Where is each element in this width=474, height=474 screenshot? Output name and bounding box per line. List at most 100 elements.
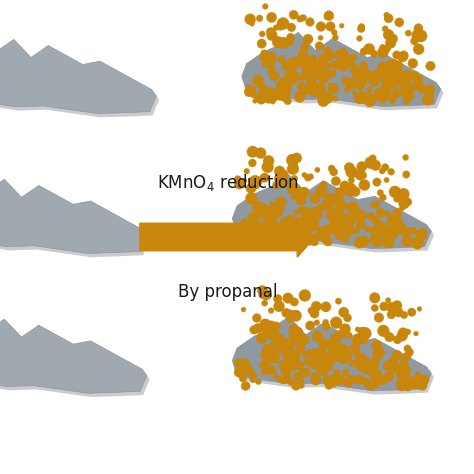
Circle shape (336, 202, 344, 210)
Circle shape (391, 227, 399, 235)
Circle shape (293, 210, 299, 215)
Circle shape (345, 183, 356, 194)
Circle shape (392, 301, 402, 310)
Circle shape (281, 237, 287, 243)
Circle shape (310, 349, 319, 359)
Circle shape (244, 87, 254, 97)
Circle shape (395, 222, 406, 234)
Circle shape (285, 79, 290, 83)
Circle shape (302, 231, 308, 236)
Circle shape (330, 70, 336, 76)
Circle shape (345, 225, 353, 234)
Circle shape (235, 228, 244, 237)
Circle shape (289, 71, 299, 81)
Circle shape (388, 168, 394, 175)
Circle shape (386, 69, 393, 76)
Circle shape (359, 78, 367, 85)
Circle shape (422, 98, 429, 104)
Circle shape (234, 175, 241, 183)
Circle shape (405, 85, 414, 95)
Circle shape (260, 361, 269, 370)
Circle shape (322, 235, 331, 244)
Circle shape (335, 50, 344, 58)
Circle shape (313, 234, 320, 241)
Circle shape (279, 360, 290, 371)
Circle shape (263, 3, 268, 9)
Circle shape (346, 213, 350, 219)
Circle shape (254, 93, 263, 102)
Circle shape (370, 226, 381, 237)
Circle shape (267, 216, 276, 225)
Circle shape (377, 190, 383, 196)
Circle shape (369, 155, 376, 162)
Circle shape (246, 183, 255, 193)
Circle shape (314, 226, 320, 231)
Circle shape (324, 11, 334, 21)
Circle shape (412, 238, 423, 249)
Circle shape (402, 93, 407, 99)
Circle shape (392, 350, 402, 360)
Circle shape (270, 99, 275, 104)
Circle shape (302, 58, 311, 67)
Circle shape (310, 309, 319, 318)
Circle shape (408, 58, 418, 68)
Circle shape (388, 219, 394, 225)
Circle shape (377, 325, 389, 337)
Circle shape (352, 63, 357, 68)
Circle shape (285, 310, 293, 318)
Circle shape (281, 344, 292, 354)
Circle shape (339, 47, 346, 54)
Circle shape (260, 319, 270, 329)
Circle shape (317, 90, 327, 100)
Circle shape (277, 376, 284, 383)
Circle shape (310, 193, 320, 203)
Circle shape (274, 173, 286, 184)
Circle shape (299, 187, 310, 197)
Circle shape (300, 72, 308, 81)
Circle shape (346, 78, 357, 90)
Circle shape (403, 375, 413, 385)
Circle shape (377, 62, 388, 73)
Circle shape (262, 161, 273, 173)
Circle shape (266, 365, 273, 373)
Circle shape (289, 354, 297, 362)
Circle shape (287, 58, 292, 64)
Circle shape (383, 45, 391, 53)
Circle shape (385, 75, 393, 84)
Circle shape (285, 338, 295, 349)
PathPatch shape (242, 32, 441, 107)
Circle shape (326, 14, 332, 20)
Circle shape (311, 206, 322, 217)
Circle shape (237, 229, 246, 237)
Circle shape (402, 352, 411, 361)
Circle shape (356, 162, 367, 172)
Circle shape (391, 59, 397, 65)
Circle shape (391, 366, 397, 374)
Circle shape (287, 163, 299, 174)
Circle shape (260, 92, 270, 102)
Circle shape (325, 364, 332, 372)
Circle shape (371, 50, 378, 57)
Circle shape (319, 73, 329, 83)
Circle shape (328, 346, 337, 356)
Circle shape (369, 370, 376, 377)
Circle shape (272, 222, 279, 229)
Circle shape (420, 382, 426, 387)
Circle shape (377, 47, 389, 58)
Circle shape (324, 304, 328, 310)
Circle shape (264, 219, 274, 228)
Circle shape (379, 168, 385, 174)
Circle shape (413, 44, 424, 55)
Circle shape (320, 181, 328, 188)
Circle shape (395, 191, 406, 202)
Circle shape (267, 224, 276, 233)
Circle shape (366, 86, 373, 92)
Circle shape (287, 184, 297, 194)
Circle shape (404, 93, 412, 101)
Circle shape (337, 200, 346, 209)
Circle shape (309, 218, 314, 224)
Circle shape (389, 357, 398, 366)
Circle shape (308, 63, 315, 70)
Circle shape (289, 379, 294, 384)
Circle shape (311, 209, 322, 220)
